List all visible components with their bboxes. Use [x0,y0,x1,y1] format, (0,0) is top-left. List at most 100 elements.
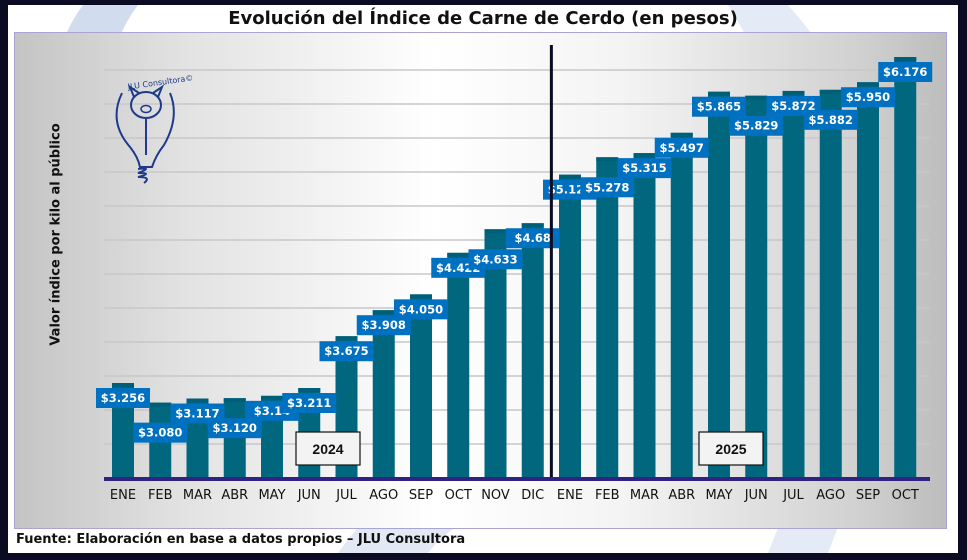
data-label-box [319,341,374,362]
x-tick-label: JUN [744,488,768,503]
x-tick-label: JUN [297,488,321,503]
data-label-box [394,299,448,320]
year-label-text: 2024 [312,441,343,457]
x-tick-label: FEB [148,488,173,503]
data-label-text: $5.872 [771,99,815,113]
year-label-2024: 2024 [295,431,361,466]
data-label-text: $3.080 [138,426,182,440]
bar-cap [261,395,283,400]
data-label-text: $5.278 [585,180,629,194]
bar [708,91,730,478]
data-label-box [729,115,784,136]
data-label-text: $5.882 [809,113,853,127]
data-label-box [282,393,337,414]
data-label-text: $5.950 [846,90,890,104]
bar-cap [708,91,730,96]
data-label: $3.120 [207,418,262,439]
x-tick-label: ENE [557,488,583,503]
x-tick-label: SEP [856,488,880,503]
data-label-box [580,177,635,198]
bar-cap [819,89,842,94]
x-tick-label: MAR [183,488,212,503]
bar [447,252,470,477]
bar-cap [559,174,581,179]
x-tick-label: FEB [595,488,620,503]
data-label-text: $3.14 [254,404,290,418]
data-label: $5.950 [841,87,895,108]
data-label: $3.080 [133,422,188,443]
x-tick-label: JUL [335,488,357,503]
data-label-box [617,158,672,179]
data-label-box [878,62,933,82]
bar [670,132,693,478]
bar [596,157,619,477]
data-label-box [133,422,188,443]
x-tick-label: ENE [110,488,136,503]
bar [633,153,656,477]
data-label: $3.211 [282,393,337,414]
bar-cap [223,398,246,403]
data-label: $5.865 [692,96,746,117]
x-tick-label: OCT [892,488,919,503]
data-label: $4.050 [394,299,448,320]
x-tick-label: MAY [705,488,732,503]
data-label: $5.829 [729,115,784,136]
bar-cap [112,383,134,387]
bar-cap [410,294,432,299]
data-label-text: $6.176 [883,65,927,79]
x-tick-label: MAY [258,488,285,503]
data-label-text: $5.315 [622,161,666,175]
chart-panel: Evolución del Índice de Carne de Cerdo (… [8,5,958,553]
bar [894,57,917,477]
data-label-text: $5.497 [660,141,704,155]
data-label-text: $5.865 [697,100,741,114]
bar-cap [782,90,805,95]
bar-cap [633,153,656,158]
data-label-text: $3.675 [324,344,368,358]
year-label-text: 2025 [715,441,746,457]
data-label-box [96,388,150,408]
bar-cap [186,398,209,403]
year-divider [549,45,553,477]
bar-cap [894,57,917,61]
bar-cap [484,229,507,234]
data-label-box [356,315,411,336]
bar-cap [298,388,321,393]
data-label: $3.908 [356,315,411,336]
bar [521,223,544,477]
data-label-box [654,137,709,158]
data-label: $4.68 [505,228,560,249]
data-label-text: $4.050 [399,302,443,316]
bar-cap [372,310,395,315]
bar [745,95,768,477]
data-label: $5.882 [803,109,858,130]
x-tick-label: SEP [409,488,433,503]
bar-cap [596,157,619,162]
x-tick-label: MAR [630,488,659,503]
data-label-box [841,87,895,108]
data-label-box [207,418,262,439]
data-label-box [692,96,746,117]
data-label-text: $3.256 [101,391,145,405]
bar [857,82,879,477]
bar [372,310,395,477]
year-label-2025: 2025 [698,431,764,466]
source-note: Fuente: Elaboración en base a datos prop… [16,532,466,547]
data-label: $5.278 [580,177,635,198]
data-label-text: $5.829 [734,119,778,133]
data-label: $4.633 [468,249,523,270]
bar [484,229,507,477]
data-label-text: $3.120 [213,421,257,435]
bar-cap [521,223,544,228]
data-label-box [803,109,858,130]
data-label: $5.315 [617,158,672,179]
x-tick-label: AGO [816,488,845,503]
bar [559,174,581,477]
bar-cap [670,132,693,137]
x-axis-baseline [104,477,930,481]
x-tick-label: OCT [445,488,472,503]
x-tick-label: JUL [782,488,804,503]
bar-cap [745,95,768,100]
data-label: $5.497 [654,137,709,158]
x-tick-label: NOV [481,488,510,503]
